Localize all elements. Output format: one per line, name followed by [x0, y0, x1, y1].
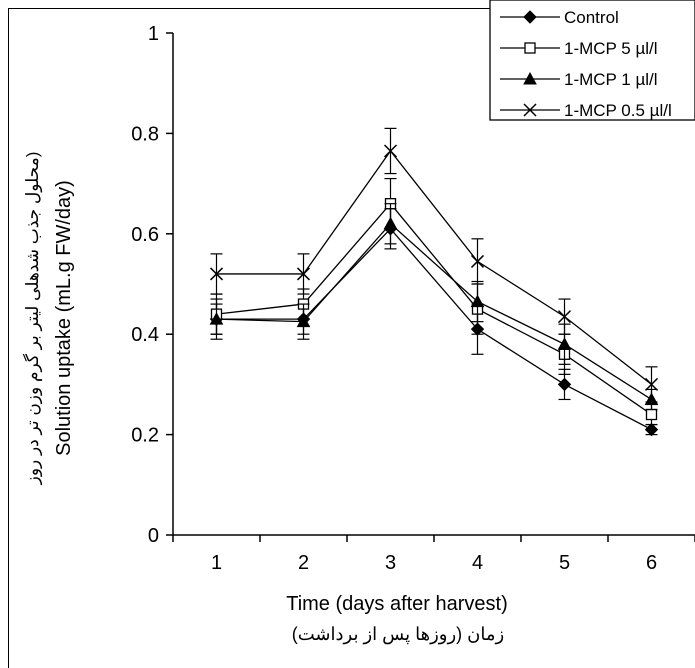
x-tick-label: 5	[559, 552, 570, 574]
y-tick-label: 1	[148, 23, 159, 45]
y-tick-label: 0.2	[131, 425, 159, 447]
series-2	[209, 203, 659, 411]
series-layer	[209, 127, 659, 437]
legend: Control 1-MCP 5 µl/l 1-MCP 1 µl/l 1-MCP 0.5…	[489, 0, 695, 121]
data-point	[644, 377, 659, 391]
x-tick-label: 4	[472, 552, 483, 574]
y-tick-label: 0.8	[131, 123, 159, 145]
chart-frame	[8, 8, 695, 668]
y-axis-label-persian: محلول جذب شدهلی لیتر بر گرم وزن تر در رو…	[22, 152, 43, 486]
legend-label: 1-MCP 1 µl/l	[564, 70, 658, 89]
legend-box	[489, 0, 695, 121]
y-tick-label: 0.4	[131, 324, 159, 346]
legend-label: 1-MCP 0.5 µl/l	[564, 101, 672, 120]
x-tick-label: 1	[211, 552, 222, 574]
data-point	[557, 377, 572, 392]
legend-label: 1-MCP 5 µl/l	[564, 39, 658, 58]
data-point	[645, 408, 658, 421]
y-axis-label: Solution uptake (mL.g FW/day)	[53, 180, 75, 456]
data-point	[383, 216, 398, 230]
x-tick-label: 6	[646, 552, 657, 574]
legend-entry: 1-MCP 0.5 µl/l	[500, 101, 672, 120]
series-1	[210, 177, 658, 426]
data-point	[470, 254, 485, 268]
x-tick-label: 3	[385, 552, 396, 574]
series-line	[216, 202, 652, 416]
series-3	[209, 127, 659, 403]
legend-label: Control	[564, 8, 619, 27]
legend-marker	[523, 103, 537, 117]
legend-marker	[523, 71, 537, 85]
data-point	[296, 267, 311, 281]
data-point	[209, 267, 224, 281]
x-axis-label-persian: زمان (روزها پس از برداشت)	[292, 624, 504, 645]
y-tick-label: 0.6	[131, 224, 159, 246]
legend-marker	[523, 10, 537, 24]
series-0	[209, 208, 659, 437]
legend-entry: 1-MCP 5 µl/l	[500, 39, 658, 58]
axes: 0 0.2 0.4 0.6 0.8 1 1 2 3 4 5 6	[131, 23, 695, 574]
legend-entry: 1-MCP 1 µl/l	[500, 70, 658, 89]
legend-entry: Control	[500, 8, 619, 27]
data-point	[557, 310, 572, 324]
y-tick-label: 0	[148, 525, 159, 547]
series-line	[216, 222, 652, 401]
data-point	[296, 314, 311, 328]
x-tick-label: 2	[298, 552, 309, 574]
data-point	[557, 337, 572, 350]
legend-marker	[524, 42, 536, 54]
x-axis-label: Time (days after harvest)	[286, 593, 508, 615]
series-line	[216, 227, 652, 431]
data-point	[209, 312, 224, 325]
data-point	[470, 294, 485, 308]
series-line	[216, 149, 652, 385]
data-point	[644, 422, 659, 437]
data-point	[383, 144, 398, 158]
